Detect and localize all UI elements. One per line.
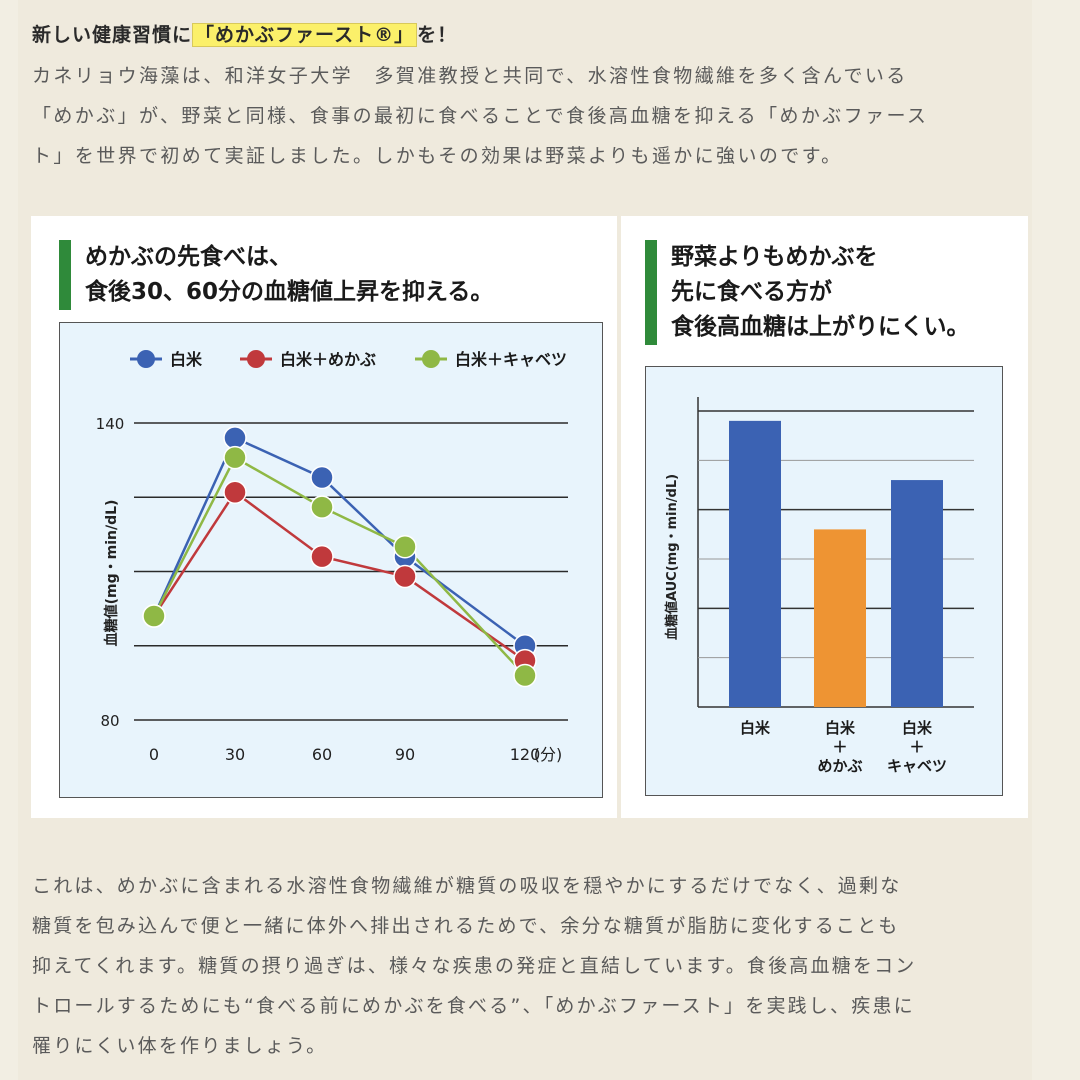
data-point bbox=[310, 495, 334, 519]
bar bbox=[729, 420, 781, 707]
legend-marker bbox=[137, 350, 155, 368]
bar-chart-title-line: 先に食べる方が bbox=[671, 279, 832, 305]
outro-line: これは、めかぶに含まれる水溶性食物繊維が糖質の吸収を穏やかにするだけでなく、過剰… bbox=[32, 875, 902, 897]
x-axis-unit: (分) bbox=[534, 745, 563, 764]
x-tick-label: 90 bbox=[395, 745, 415, 764]
legend-label: 白米＋めかぶ bbox=[280, 350, 376, 369]
data-point bbox=[310, 544, 334, 569]
intro-paragraph: カネリョウ海藻は、和洋女子大学 多賀准教授と共同で、水溶性食物繊維を多く含んでい… bbox=[32, 56, 1027, 176]
headline-highlight: 「めかぶファースト®」 bbox=[192, 23, 418, 47]
data-point bbox=[223, 426, 247, 450]
outro-line: 抑えてくれます。糖質の摂り過ぎは、様々な疾患の発症と直結しています。食後高血糖を… bbox=[32, 955, 917, 977]
outro-paragraph: これは、めかぶに含まれる水溶性食物繊維が糖質の吸収を穏やかにするだけでなく、過剰… bbox=[32, 866, 1022, 1066]
data-point bbox=[393, 564, 417, 589]
outro-line: 罹りにくい体を作りましょう。 bbox=[32, 1035, 328, 1057]
line-chart-card: めかぶの先食べは、 食後30、60分の血糖値上昇を抑える。 140 80 血糖値(m… bbox=[31, 216, 617, 818]
category-label: 白米 bbox=[740, 719, 771, 737]
data-point bbox=[310, 465, 334, 490]
line-chart-title-line: めかぶの先食べは、 bbox=[85, 244, 292, 270]
headline-pre: 新しい健康習慣に bbox=[32, 24, 193, 46]
x-tick-label: 60 bbox=[312, 745, 332, 764]
bar-chart-title-line: 食後高血糖は上がりにくい。 bbox=[671, 314, 970, 340]
outro-line: トロールするためにも“食べる前にめかぶを食べる”、「めかぶファースト」を実践し、… bbox=[32, 995, 915, 1017]
legend-marker bbox=[422, 350, 440, 368]
intro-line: ト」を世界で初めて実証しました。しかもその効果は野菜よりも遥かに強いのです。 bbox=[32, 145, 843, 167]
bar-chart-title-line: 野菜よりもめかぶを bbox=[671, 244, 878, 270]
headline-post: を！ bbox=[417, 24, 458, 46]
y-axis-label: 血糖値AUC(mg・min/dL) bbox=[664, 474, 680, 640]
data-point bbox=[223, 480, 247, 505]
category-label: キャベツ bbox=[887, 757, 947, 775]
x-tick-label: 120 bbox=[510, 745, 541, 764]
x-tick-label: 0 bbox=[149, 745, 159, 764]
category-label: ＋ bbox=[832, 738, 847, 756]
outro-line: 糖質を包み込んで便と一緒に体外へ排出されるためで、余分な糖質が脂肪に変化すること… bbox=[32, 915, 900, 937]
line-chart-title-line: 食後30、60分の血糖値上昇を抑える。 bbox=[85, 279, 494, 305]
data-point bbox=[223, 445, 247, 470]
data-point bbox=[393, 535, 417, 559]
line-chart-plot-area: 140 80 血糖値(mg・min/dL) 0 30 60 90 120 (分) 白米 白米＋めかぶ… bbox=[59, 322, 603, 798]
bar-chart-card: 野菜よりもめかぶを 先に食べる方が 食後高血糖は上がりにくい。 血糖値AUC(m… bbox=[621, 216, 1028, 818]
y-axis-label: 血糖値(mg・min/dL) bbox=[103, 500, 120, 647]
bar-chart-title: 野菜よりもめかぶを 先に食べる方が 食後高血糖は上がりにくい。 bbox=[645, 240, 970, 345]
article: 新しい健康習慣に 「めかぶファースト®」 を！ カネリョウ海藻は、和洋女子大学 多賀… bbox=[18, 0, 1032, 1080]
intro-line: 「めかぶ」が、野菜と同様、食事の最初に食べることで食後高血糖を抑える「めかぶファ… bbox=[32, 105, 929, 127]
bar-chart-plot-area: 血糖値AUC(mg・min/dL) 白米 白米＋めかぶ 白米＋キャベツ bbox=[645, 366, 1003, 796]
bar bbox=[814, 529, 866, 707]
y-tick-label: 140 bbox=[96, 415, 125, 433]
data-point bbox=[513, 663, 537, 688]
data-point bbox=[142, 604, 166, 628]
x-tick-label: 30 bbox=[225, 745, 245, 764]
legend-marker bbox=[247, 350, 265, 368]
line-chart-title: めかぶの先食べは、 食後30、60分の血糖値上昇を抑える。 bbox=[59, 240, 493, 310]
legend-label: 白米 bbox=[170, 350, 203, 369]
line-chart: 140 80 血糖値(mg・min/dL) 0 30 60 90 120(分) 白米 白米＋めかぶ… bbox=[96, 350, 568, 764]
category-label: 白米 bbox=[825, 719, 856, 737]
series-line bbox=[152, 455, 526, 677]
y-tick-label: 80 bbox=[100, 712, 119, 730]
series-line bbox=[152, 490, 526, 662]
category-label: ＋ bbox=[909, 738, 924, 756]
headline: 新しい健康習慣に 「めかぶファースト®」 を！ bbox=[32, 20, 457, 47]
intro-line: カネリョウ海藻は、和洋女子大学 多賀准教授と共同で、水溶性食物繊維を多く含んでい… bbox=[32, 65, 908, 87]
bar bbox=[891, 480, 943, 707]
category-label: めかぶ bbox=[817, 757, 862, 775]
category-label: 白米 bbox=[902, 719, 933, 737]
legend-label: 白米＋キャベツ bbox=[455, 350, 567, 369]
